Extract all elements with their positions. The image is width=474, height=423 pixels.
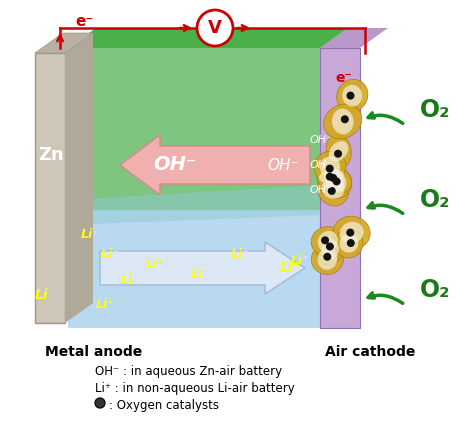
Text: Li⁺: Li⁺ [230,248,249,261]
Text: Metal anode: Metal anode [45,345,142,359]
Circle shape [341,115,349,123]
Ellipse shape [318,231,338,252]
Polygon shape [320,28,348,210]
Polygon shape [320,48,360,328]
Ellipse shape [314,151,346,183]
Ellipse shape [320,157,340,178]
Text: Li⁺: Li⁺ [146,258,164,272]
Circle shape [333,177,341,185]
FancyArrow shape [120,135,310,195]
Polygon shape [68,48,320,210]
Ellipse shape [320,157,343,195]
Circle shape [329,174,337,182]
Text: OH⁻: OH⁻ [267,157,299,173]
Circle shape [321,236,329,244]
Ellipse shape [337,80,368,112]
Ellipse shape [335,229,363,258]
Text: Li⁺: Li⁺ [191,269,210,281]
Circle shape [346,228,354,236]
Ellipse shape [319,170,344,183]
Circle shape [346,92,355,100]
Polygon shape [320,190,348,328]
Ellipse shape [340,222,364,244]
Ellipse shape [324,104,362,139]
Polygon shape [35,33,93,53]
Ellipse shape [326,134,351,169]
Ellipse shape [311,227,345,256]
FancyArrow shape [100,242,305,294]
Circle shape [323,253,331,261]
Text: OH⁻: OH⁻ [310,135,333,145]
Ellipse shape [321,178,345,199]
Circle shape [95,398,105,408]
Ellipse shape [317,234,344,265]
Text: Li⁺: Li⁺ [291,253,310,266]
Circle shape [326,173,334,181]
Ellipse shape [342,85,362,107]
Ellipse shape [329,141,348,162]
Text: OH⁻: OH⁻ [310,160,333,170]
Text: Li⁺: Li⁺ [81,228,100,242]
Polygon shape [320,28,388,48]
Ellipse shape [326,173,346,193]
Circle shape [334,150,342,158]
Circle shape [326,165,334,173]
Text: e⁻: e⁻ [335,71,352,85]
Ellipse shape [322,239,339,260]
Circle shape [197,10,233,46]
Circle shape [347,239,355,247]
Text: OH⁻ : in aqueous Zn-air battery: OH⁻ : in aqueous Zn-air battery [95,365,282,378]
Ellipse shape [339,234,358,253]
Circle shape [328,187,336,195]
Text: V: V [208,19,222,37]
Polygon shape [68,210,320,328]
Text: Li⁺: Li⁺ [280,261,301,275]
Text: Li⁺: Li⁺ [96,299,114,311]
Polygon shape [68,185,320,225]
Text: OH⁻: OH⁻ [154,156,197,175]
Text: Li⁺ : in non-aqueous Li-air battery: Li⁺ : in non-aqueous Li-air battery [95,382,295,395]
Text: Zn: Zn [38,146,64,164]
Text: OH⁻: OH⁻ [310,185,333,195]
Text: O₂: O₂ [420,188,450,212]
Ellipse shape [332,109,354,135]
Text: O₂: O₂ [420,98,450,122]
Polygon shape [68,28,348,48]
Ellipse shape [325,168,344,190]
Ellipse shape [318,249,337,270]
Polygon shape [65,33,93,323]
Ellipse shape [320,167,352,198]
Text: e⁻: e⁻ [75,14,93,30]
Text: : Oxygen catalysts: : Oxygen catalysts [109,399,219,412]
Text: Air cathode: Air cathode [325,345,415,359]
Ellipse shape [317,171,349,206]
Ellipse shape [317,165,352,193]
Circle shape [326,242,334,250]
Ellipse shape [311,244,343,275]
Text: Li⁺: Li⁺ [120,274,139,286]
Polygon shape [35,53,65,323]
Ellipse shape [333,216,370,250]
Text: O₂: O₂ [420,278,450,302]
Text: Li⁺: Li⁺ [100,248,119,261]
Text: Li: Li [35,288,49,302]
